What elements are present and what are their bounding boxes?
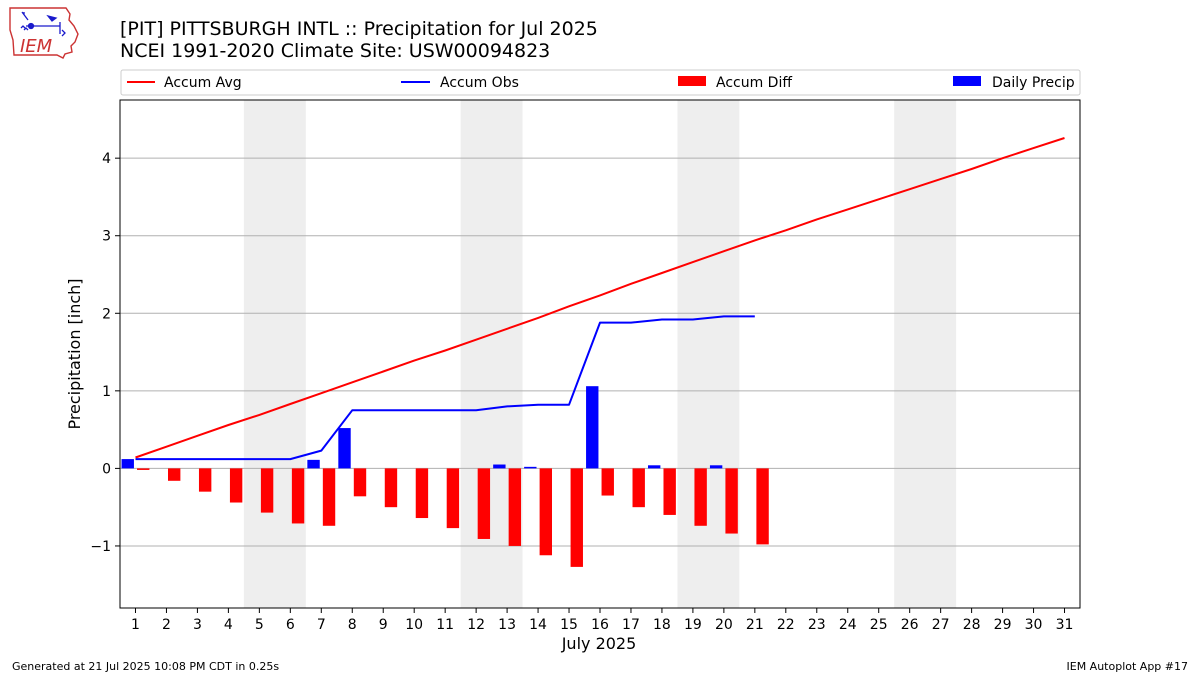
x-tick-label-16: 16 [591, 617, 609, 633]
footer-app: IEM Autoplot App #17 [1067, 660, 1189, 673]
x-tick-label-18: 18 [653, 617, 671, 633]
x-tick-label-14: 14 [529, 617, 547, 633]
daily-bar-day-7 [307, 459, 320, 469]
weather-symbols-icon [20, 11, 66, 37]
x-tick-label-6: 6 [286, 617, 295, 633]
daily-bar-day-8 [338, 428, 351, 469]
diff-bar-day-7 [322, 468, 336, 526]
x-tick-label-7: 7 [317, 617, 326, 633]
y-axis-label: Precipitation [inch] [65, 278, 84, 429]
daily-bar-day-14 [524, 466, 537, 469]
accum-avg-line [135, 137, 1065, 459]
legend-label-accum-avg: Accum Avg [164, 75, 242, 91]
diff-bar-day-17 [632, 468, 645, 508]
x-tick-label-24: 24 [839, 617, 857, 633]
x-tick-label-4: 4 [224, 617, 233, 633]
y-tick-label-neg1: −1 [90, 539, 111, 555]
diff-bar-day-12 [477, 468, 491, 539]
x-tick-label-23: 23 [808, 617, 826, 633]
diff-bar-day-20 [725, 468, 738, 534]
iem-logo: IEM [9, 7, 79, 59]
x-tick-label-5: 5 [255, 617, 264, 633]
x-tick-label-25: 25 [870, 617, 888, 633]
chart-subtitle: NCEI 1991-2020 Climate Site: USW00094823 [120, 40, 550, 62]
legend-swatch-accum-diff [678, 76, 706, 86]
x-tick-label-1: 1 [131, 617, 140, 633]
diff-bar-day-16 [601, 468, 614, 496]
daily-bar-day-16 [586, 386, 599, 469]
x-tick-label-3: 3 [193, 617, 202, 633]
legend-label-accum-obs: Accum Obs [440, 75, 519, 91]
x-tick-label-28: 28 [963, 617, 981, 633]
y-tick-label-4: 4 [102, 151, 111, 167]
x-tick-label-2: 2 [162, 617, 171, 633]
x-tick-label-20: 20 [715, 617, 733, 633]
x-tick-label-19: 19 [684, 617, 702, 633]
x-tick-label-17: 17 [622, 617, 640, 633]
diff-bar-day-18 [663, 468, 676, 515]
logo-text: IEM [20, 36, 53, 57]
diff-bar-day-4 [229, 468, 243, 503]
daily-bar-day-13 [493, 464, 506, 469]
grid-lines [120, 157, 1080, 547]
diff-bar-day-19 [694, 468, 707, 526]
x-tick-label-21: 21 [746, 617, 764, 633]
y-tick-label-2: 2 [102, 306, 111, 322]
legend-swatch-daily-precip [953, 76, 981, 86]
daily-bar-day-1 [121, 459, 134, 469]
x-tick-label-26: 26 [901, 617, 919, 633]
bars [121, 386, 769, 567]
diff-bar-day-9 [384, 468, 398, 508]
diff-bar-day-11 [446, 468, 460, 529]
diff-bar-day-2 [168, 468, 181, 481]
x-tick-label-22: 22 [777, 617, 795, 633]
y-tick-label-3: 3 [102, 229, 111, 245]
diff-bar-day-21 [756, 468, 769, 545]
diff-bar-day-14 [539, 468, 552, 556]
legend-label-daily-precip: Daily Precip [992, 75, 1075, 91]
plot-area: 1 2 3 4 5 6 7 8 9 10 11 12 13 14 15 16 17 18 19 20 21 22 23 24 2… [90, 99, 1081, 633]
footer-generated: Generated at 21 Jul 2025 10:08 PM CDT in… [12, 660, 279, 673]
x-tick-label-31: 31 [1056, 617, 1074, 633]
diff-bar-day-6 [291, 468, 305, 524]
daily-bar-day-18 [648, 465, 661, 469]
lines [135, 137, 1065, 461]
x-tick-label-9: 9 [379, 617, 388, 633]
x-tick-label-8: 8 [348, 617, 357, 633]
x-tick-label-15: 15 [560, 617, 578, 633]
x-axis-ticks: 1 2 3 4 5 6 7 8 9 10 11 12 13 14 15 16 17 18 19 20 21 22 23 24 2… [131, 608, 1073, 633]
x-tick-label-12: 12 [467, 617, 485, 633]
diff-bar-day-13 [508, 468, 522, 546]
x-tick-label-30: 30 [1025, 617, 1043, 633]
diff-bar-day-1 [137, 468, 150, 470]
iowa-outline-icon [9, 7, 79, 59]
diff-bar-day-15 [570, 468, 583, 567]
x-tick-label-13: 13 [498, 617, 516, 633]
x-tick-label-11: 11 [436, 617, 454, 633]
accum-obs-line [135, 315, 755, 461]
y-tick-label-0: 0 [102, 461, 111, 477]
diff-bar-day-8 [353, 468, 367, 497]
x-tick-label-10: 10 [405, 617, 423, 633]
y-tick-label-1: 1 [102, 384, 111, 400]
diff-bar-day-3 [198, 468, 212, 492]
x-tick-label-29: 29 [994, 617, 1012, 633]
legend: Accum Avg Accum Obs Accum Diff Daily Pre… [120, 69, 1081, 96]
weekend-span-1 [243, 100, 306, 608]
x-axis-label: July 2025 [561, 634, 637, 653]
legend-label-accum-diff: Accum Diff [716, 75, 792, 91]
diff-bar-day-10 [415, 468, 429, 519]
chart-title: [PIT] PITTSBURGH INTL :: Precipitation f… [120, 18, 598, 40]
x-tick-label-27: 27 [932, 617, 950, 633]
legend-frame [120, 69, 1081, 96]
y-axis-ticks: −1 0 1 2 3 4 [90, 151, 120, 555]
diff-bar-day-5 [260, 468, 274, 513]
daily-bar-day-20 [709, 465, 723, 469]
weekend-shading [243, 100, 957, 608]
